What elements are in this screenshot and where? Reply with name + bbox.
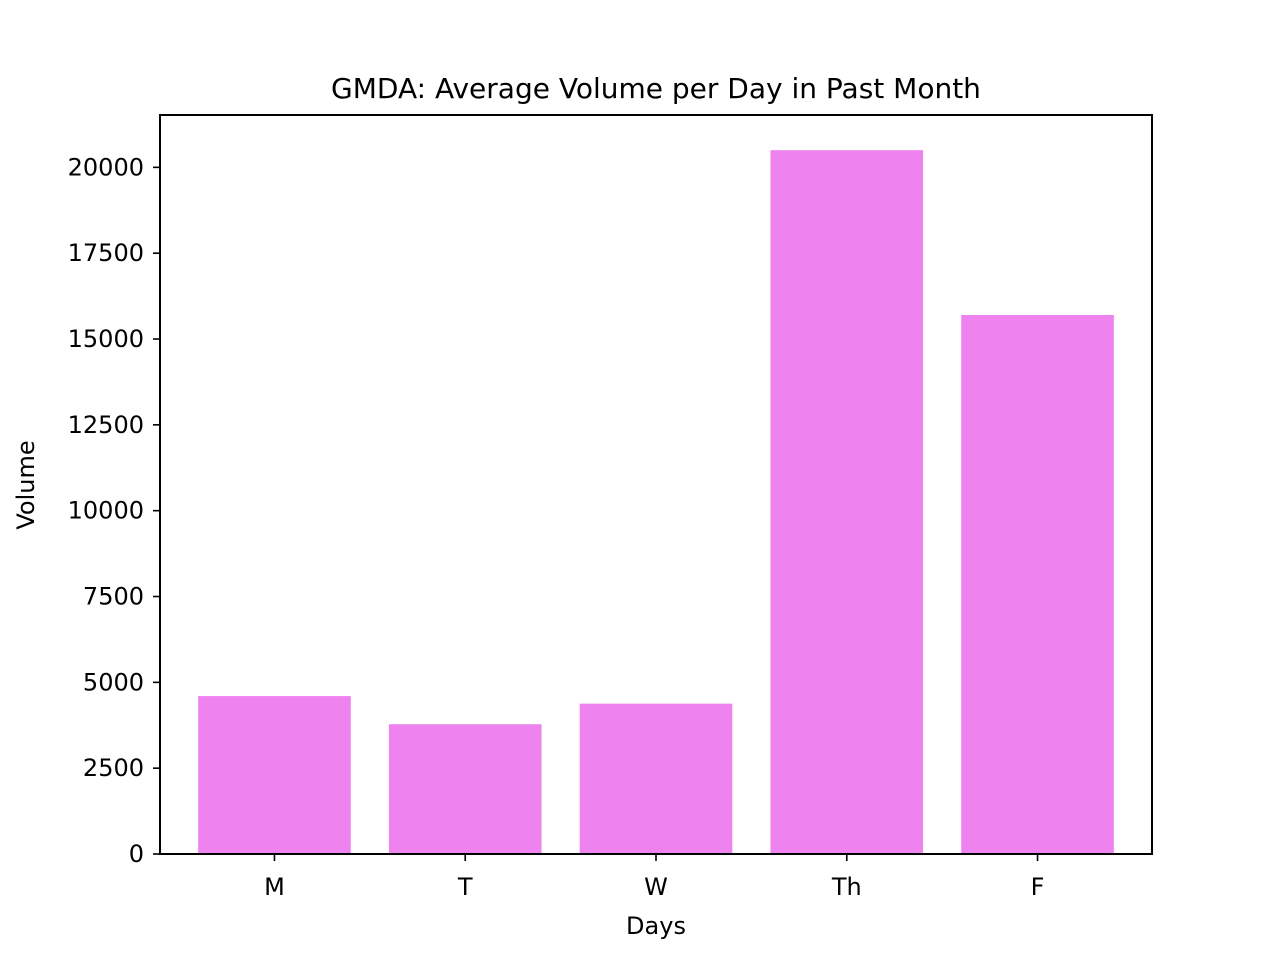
plot-frame (159, 114, 1153, 855)
y-tick-label: 12500 (68, 411, 144, 439)
x-tick-label: Th (831, 873, 862, 901)
x-tick-label: W (644, 873, 668, 901)
bar-t (388, 724, 542, 854)
y-tick-label: 17500 (68, 239, 144, 267)
y-tick-label: 0 (129, 840, 144, 868)
y-tick-label: 7500 (83, 583, 144, 611)
y-tick-label: 10000 (68, 497, 144, 525)
x-axis-ticks: M T W Th F (264, 854, 1044, 901)
chart-title: GMDA: Average Volume per Day in Past Mon… (331, 72, 981, 105)
y-tick-label: 20000 (68, 153, 144, 181)
x-tick-label: M (264, 873, 285, 901)
bar-th (770, 150, 924, 854)
y-axis-label: Volume (12, 440, 40, 529)
bar-f (961, 314, 1114, 855)
bars-group (198, 150, 1114, 855)
bar-m (198, 696, 351, 854)
y-tick-label: 2500 (83, 754, 144, 782)
x-tick-label: F (1031, 873, 1045, 901)
y-tick-label: 15000 (68, 325, 144, 353)
bar-w (579, 703, 733, 854)
x-axis-label: Days (626, 912, 686, 940)
x-tick-label: T (457, 873, 473, 901)
y-axis-ticks: 0 2500 5000 7500 10000 12500 15000 17500 20000 (68, 153, 160, 868)
y-tick-label: 5000 (83, 668, 144, 696)
